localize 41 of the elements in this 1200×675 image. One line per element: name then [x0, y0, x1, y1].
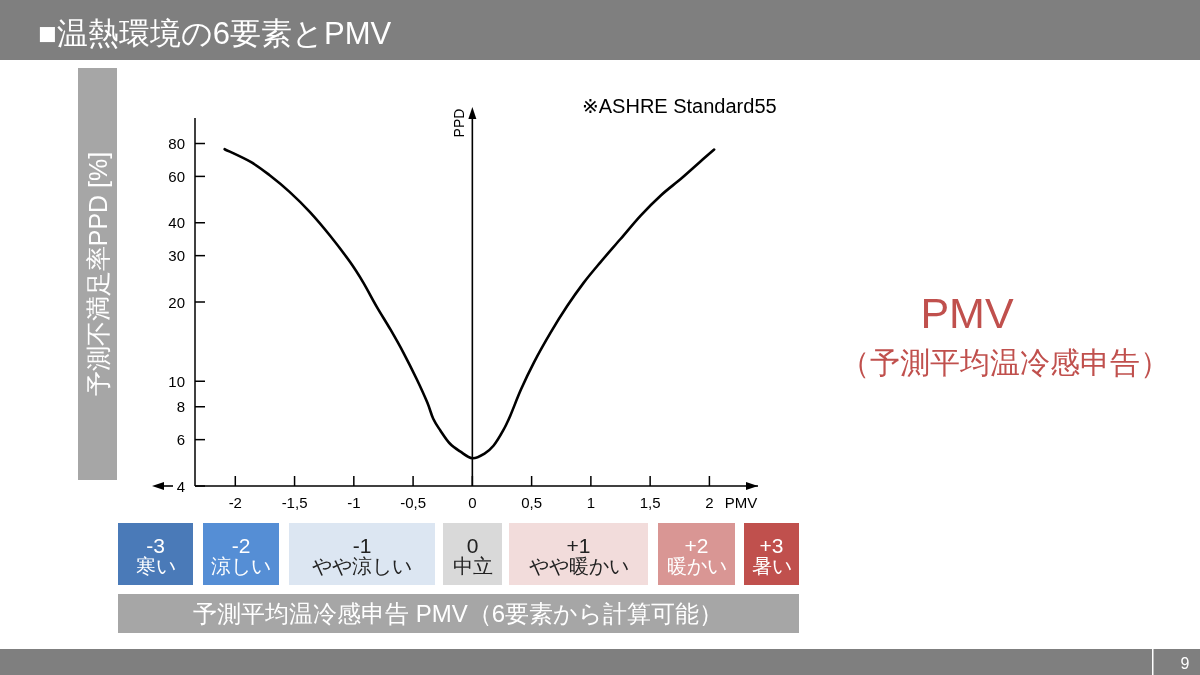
text: 暖かい — [666, 555, 727, 577]
text: 涼しい — [211, 555, 271, 577]
text: +3 — [759, 534, 784, 557]
x-tick-label: 0 — [468, 494, 477, 511]
x-tick-label: 2 — [705, 494, 714, 511]
text: +2 — [684, 534, 709, 557]
y-tick-label: 80 — [168, 135, 185, 153]
y-tick-label: 20 — [168, 293, 185, 311]
text: -1 — [352, 534, 372, 557]
chart-title: ■温熱環境の6要素とPMV — [38, 16, 392, 51]
text: （予測平均温冷感申告） — [840, 346, 1170, 379]
text: やや暖かい — [528, 555, 629, 577]
text: +1 — [566, 534, 591, 557]
x-tick-label: 1 — [586, 494, 596, 511]
text: やや涼しい — [312, 555, 412, 577]
y-tick-label: 30 — [168, 247, 185, 265]
text: -3 — [146, 534, 165, 557]
text: 予測平均温冷感申告 PMV（6要素から計算可能） — [192, 600, 724, 627]
x-tick-label: -1,5 — [281, 494, 308, 511]
y-axis-title: PPD — [451, 108, 468, 138]
y-tick-label: 40 — [168, 214, 185, 232]
y-tick-label: 10 — [168, 372, 185, 390]
y-tick-label: 8 — [176, 398, 185, 416]
text: 暑い — [751, 555, 792, 577]
text: 中立 — [452, 555, 493, 577]
x-tick-label: -1 — [347, 494, 361, 511]
x-tick-label: 0,5 — [521, 494, 543, 511]
text: 予測不満足率PPD [%] — [84, 151, 112, 397]
y-tick-label: 60 — [168, 167, 185, 185]
x-axis-title: PMV — [724, 494, 758, 511]
y-tick-label: 6 — [176, 431, 185, 449]
y-tick-label: 4 — [176, 477, 185, 495]
text: ※ASHRE Standard55 — [582, 95, 777, 117]
x-tick-label: -2 — [228, 494, 242, 511]
x-tick-label: 1,5 — [639, 494, 661, 511]
text: -2 — [231, 534, 251, 557]
text: 9 — [1180, 655, 1190, 672]
x-tick-label: -0,5 — [400, 494, 427, 511]
text: PMV — [920, 289, 1014, 337]
text: 寒い — [135, 555, 176, 577]
text: 0 — [466, 534, 479, 557]
